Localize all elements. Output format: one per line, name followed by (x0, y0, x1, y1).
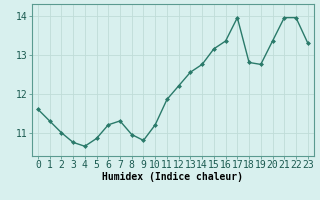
X-axis label: Humidex (Indice chaleur): Humidex (Indice chaleur) (102, 172, 243, 182)
